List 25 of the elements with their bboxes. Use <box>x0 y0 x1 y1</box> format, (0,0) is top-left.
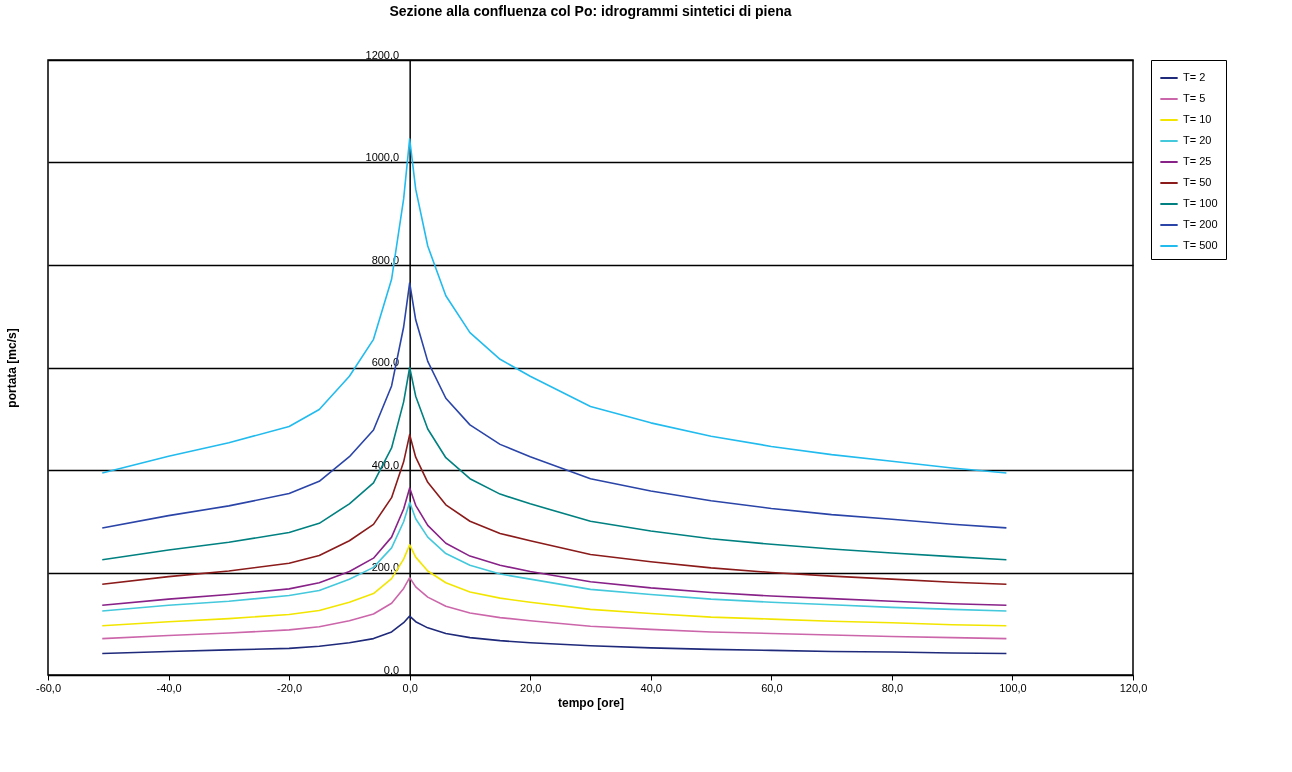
legend-label: T= 500 <box>1183 239 1218 251</box>
legend-label: T= 100 <box>1183 197 1218 209</box>
chart-title: Sezione alla confluenza col Po: idrogrammi sintetici di piena <box>389 3 792 19</box>
x-axis-title: tempo [ore] <box>558 695 624 710</box>
legend-label: T= 200 <box>1183 218 1218 230</box>
x-tick-label: -40,0 <box>156 681 182 694</box>
legend-label: T= 20 <box>1183 134 1212 146</box>
x-tick-label: -20,0 <box>277 681 303 694</box>
y-tick-label: 1000,0 <box>365 151 400 163</box>
x-tick-label: 60,0 <box>761 681 783 694</box>
x-tick-label: -60,0 <box>35 681 62 694</box>
legend-label: T= 5 <box>1183 92 1206 104</box>
legend-label: T= 10 <box>1183 113 1212 125</box>
x-tick-label: 0,0 <box>402 681 418 694</box>
x-tick-label: 40,0 <box>640 681 662 694</box>
y-tick-label: 0,0 <box>383 663 400 676</box>
y-axis-title: portata [mc/s] <box>4 328 19 408</box>
y-tick-label: 1200,0 <box>365 48 400 61</box>
x-tick-label: 80,0 <box>881 681 904 694</box>
legend-label: T= 2 <box>1183 71 1206 83</box>
x-tick-label: 20,0 <box>520 681 542 694</box>
legend-label: T= 25 <box>1183 155 1212 167</box>
x-tick-label: 120,0 <box>1119 681 1148 694</box>
x-tick-label: 100,0 <box>999 681 1027 694</box>
legend-label: T= 50 <box>1183 176 1212 188</box>
